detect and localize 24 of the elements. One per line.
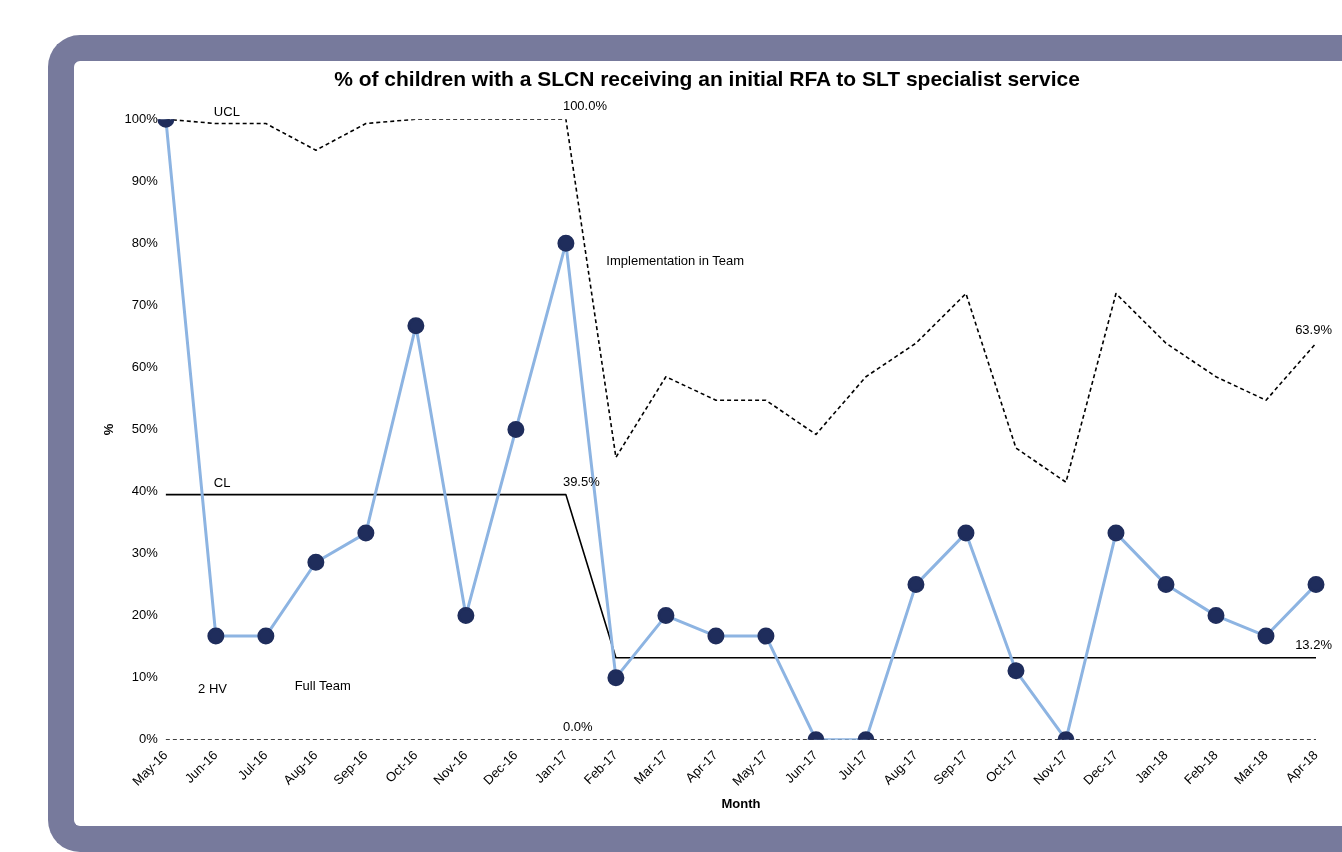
annotation: 39.5% <box>562 473 601 489</box>
annotation: 13.2% <box>1295 636 1333 652</box>
y-tick-label: 30% <box>131 545 159 561</box>
annotation: 63.9% <box>1295 322 1333 338</box>
chart-title: % of children with a SLCN receiving an initial RFA to SLT specialist service <box>334 67 1080 91</box>
x-axis-title: Month <box>721 795 761 811</box>
y-tick-label: 50% <box>131 421 159 437</box>
y-tick-label: 90% <box>131 172 159 188</box>
annotation: Implementation in Team <box>606 253 745 269</box>
y-tick-label: 60% <box>131 358 159 374</box>
y-tick-label: 40% <box>131 483 159 499</box>
y-tick-label: 10% <box>131 669 159 685</box>
y-tick-label: 80% <box>131 234 159 250</box>
annotation: 2 HV <box>198 681 228 697</box>
annotation: Full Team <box>294 678 351 694</box>
y-tick-label: 20% <box>131 607 159 623</box>
y-tick-label: 0% <box>139 731 159 747</box>
series-label: CL <box>213 474 231 490</box>
y-axis-title: % <box>101 423 117 436</box>
series-label: UCL <box>213 103 240 119</box>
y-tick-label: 70% <box>131 296 159 312</box>
annotation: 100.0% <box>562 98 608 114</box>
annotation: 0.0% <box>562 718 593 734</box>
y-tick-label: 100% <box>124 110 159 126</box>
